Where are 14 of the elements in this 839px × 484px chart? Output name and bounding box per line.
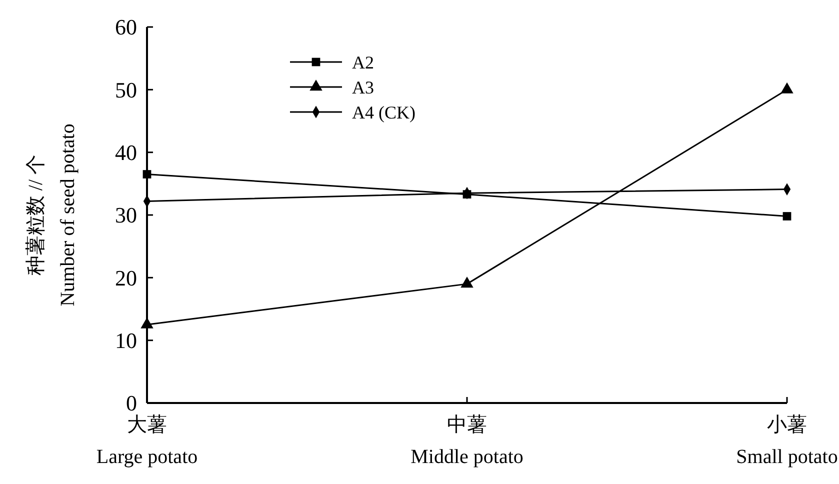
y-tick-label: 30 — [115, 202, 137, 228]
x-tick-label: 小薯 Small potato — [736, 414, 838, 468]
legend-label: A2 — [352, 52, 374, 72]
legend-label: A3 — [352, 77, 374, 98]
legend-label: A4 (CK) — [352, 102, 416, 122]
y-tick-label: 60 — [115, 14, 137, 40]
y-axis-title: 种薯粒数 // 个 Number of seed potato — [25, 124, 79, 306]
x-tick-label: 大薯 Large potato — [96, 414, 198, 468]
y-tick-label: 10 — [115, 328, 137, 354]
y-tick-label: 20 — [115, 265, 137, 290]
y-tick-label: 40 — [115, 140, 137, 166]
y-tick-label: 0 — [126, 390, 137, 416]
x-tick-label: 中薯 Middle potato — [410, 414, 524, 468]
y-tick-label: 50 — [115, 77, 137, 102]
